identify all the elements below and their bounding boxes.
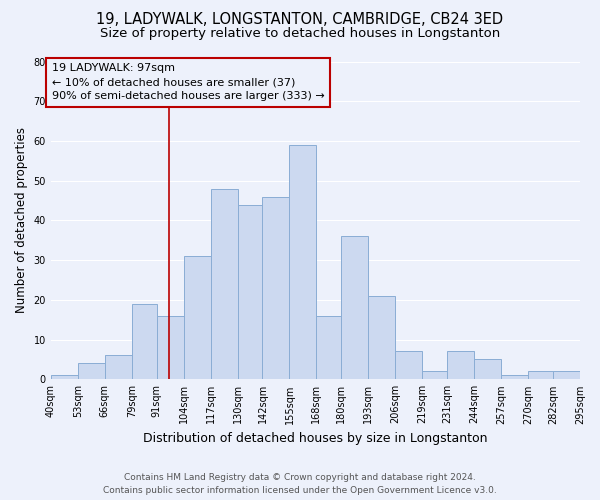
Bar xyxy=(422,372,447,380)
Bar xyxy=(368,296,395,380)
Bar xyxy=(157,316,184,380)
Bar xyxy=(316,316,341,380)
Bar xyxy=(341,236,368,380)
Text: Contains HM Land Registry data © Crown copyright and database right 2024.
Contai: Contains HM Land Registry data © Crown c… xyxy=(103,473,497,495)
Bar xyxy=(501,376,528,380)
Text: 19 LADYWALK: 97sqm
← 10% of detached houses are smaller (37)
90% of semi-detache: 19 LADYWALK: 97sqm ← 10% of detached hou… xyxy=(52,64,325,102)
Bar xyxy=(262,196,289,380)
Text: Size of property relative to detached houses in Longstanton: Size of property relative to detached ho… xyxy=(100,28,500,40)
Bar xyxy=(51,376,78,380)
Bar xyxy=(184,256,211,380)
Bar xyxy=(211,188,238,380)
Bar xyxy=(78,364,105,380)
Bar xyxy=(132,304,157,380)
Bar xyxy=(105,356,132,380)
Bar xyxy=(553,372,580,380)
Bar xyxy=(238,204,262,380)
Bar xyxy=(474,360,501,380)
Text: 19, LADYWALK, LONGSTANTON, CAMBRIDGE, CB24 3ED: 19, LADYWALK, LONGSTANTON, CAMBRIDGE, CB… xyxy=(97,12,503,28)
Bar xyxy=(447,352,474,380)
X-axis label: Distribution of detached houses by size in Longstanton: Distribution of detached houses by size … xyxy=(143,432,488,445)
Bar xyxy=(528,372,553,380)
Bar xyxy=(289,145,316,380)
Bar xyxy=(395,352,422,380)
Y-axis label: Number of detached properties: Number of detached properties xyxy=(15,128,28,314)
